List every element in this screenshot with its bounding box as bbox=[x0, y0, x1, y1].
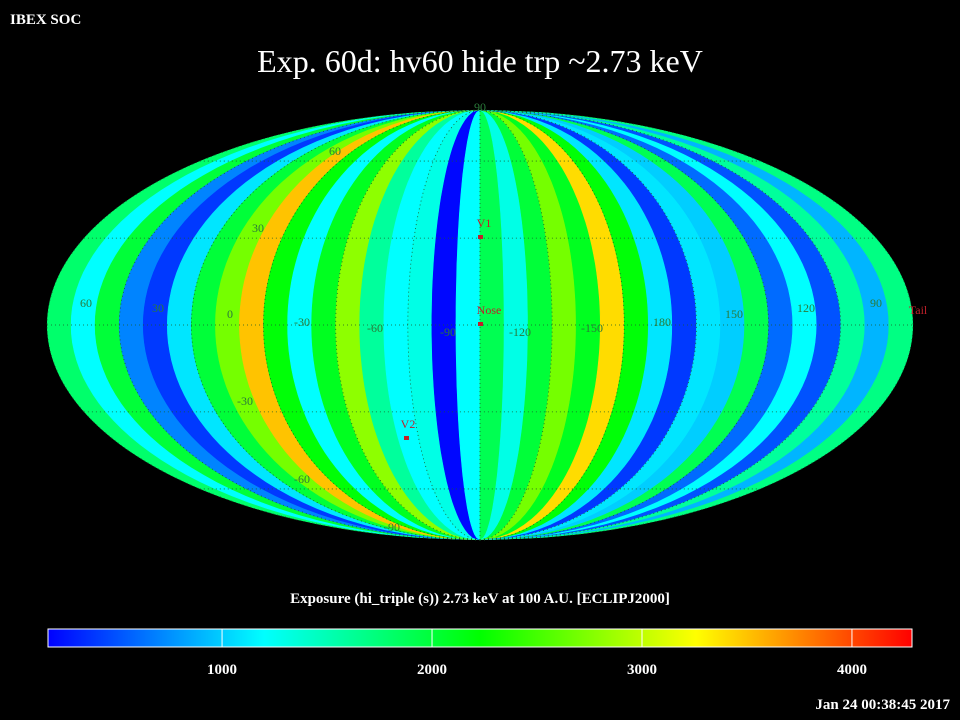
meridian bbox=[479, 109, 914, 541]
lon-label: -120 bbox=[509, 325, 531, 339]
marker-label: Tail bbox=[909, 303, 928, 317]
meridian bbox=[479, 109, 625, 541]
lat-label: 30 bbox=[252, 221, 264, 235]
lon-label: -90 bbox=[440, 325, 456, 339]
marker-dot bbox=[478, 322, 483, 326]
lon-label: 30 bbox=[152, 301, 164, 315]
timestamp: Jan 24 00:38:45 2017 bbox=[815, 697, 950, 713]
colorbar-label: Exposure (hi_triple (s)) 2.73 keV at 100… bbox=[290, 591, 670, 607]
lon-label: 180 bbox=[653, 315, 671, 329]
lon-label: -60 bbox=[367, 321, 383, 335]
marker-label: V1 bbox=[477, 216, 492, 230]
lon-label: -150 bbox=[581, 321, 603, 335]
marker-label: V2 bbox=[401, 417, 416, 431]
colorbar-tick-label: 2000 bbox=[417, 662, 447, 678]
lat-label: -60 bbox=[294, 472, 310, 486]
meridian bbox=[190, 109, 481, 541]
lon-label: -30 bbox=[294, 315, 310, 329]
lon-label: 150 bbox=[725, 307, 743, 321]
meridian bbox=[479, 109, 770, 541]
lon-label: 60 bbox=[80, 296, 92, 310]
colorbar-ticks: 1000 2000 3000 4000 bbox=[207, 629, 867, 678]
lat-label: 90 bbox=[474, 100, 486, 114]
marker-dot bbox=[478, 235, 483, 239]
lon-label: 120 bbox=[797, 301, 815, 315]
markers: V1 Nose V2 Tail bbox=[401, 216, 928, 440]
meridian bbox=[479, 109, 553, 541]
lat-label: 60 bbox=[329, 144, 341, 158]
lon-label: 0 bbox=[227, 307, 233, 321]
colorbar-tick-label: 1000 bbox=[207, 662, 237, 678]
meridian bbox=[46, 109, 481, 541]
meridian bbox=[335, 109, 481, 541]
lat-label: -30 bbox=[237, 394, 253, 408]
title: Exp. 60d: hv60 hide trp ~2.73 keV bbox=[257, 43, 703, 79]
colorbar-tick-label: 4000 bbox=[837, 662, 867, 678]
marker-label: Nose bbox=[477, 303, 502, 317]
lon-label: 90 bbox=[870, 296, 882, 310]
meridian bbox=[407, 109, 481, 541]
marker-dot bbox=[404, 436, 409, 440]
colorbar-tick-label: 3000 bbox=[627, 662, 657, 678]
lat-label: -90 bbox=[384, 520, 400, 534]
meridian bbox=[479, 109, 697, 541]
meridian bbox=[263, 109, 481, 541]
latitude-labels: 90 60 30 -30 -60 -90 bbox=[237, 100, 486, 534]
colorbar bbox=[47, 628, 913, 648]
longitude-labels: 60 30 0 -30 -60 -90 -120 -150 180 150 12… bbox=[80, 296, 882, 339]
header: IBEX SOC bbox=[10, 12, 81, 28]
